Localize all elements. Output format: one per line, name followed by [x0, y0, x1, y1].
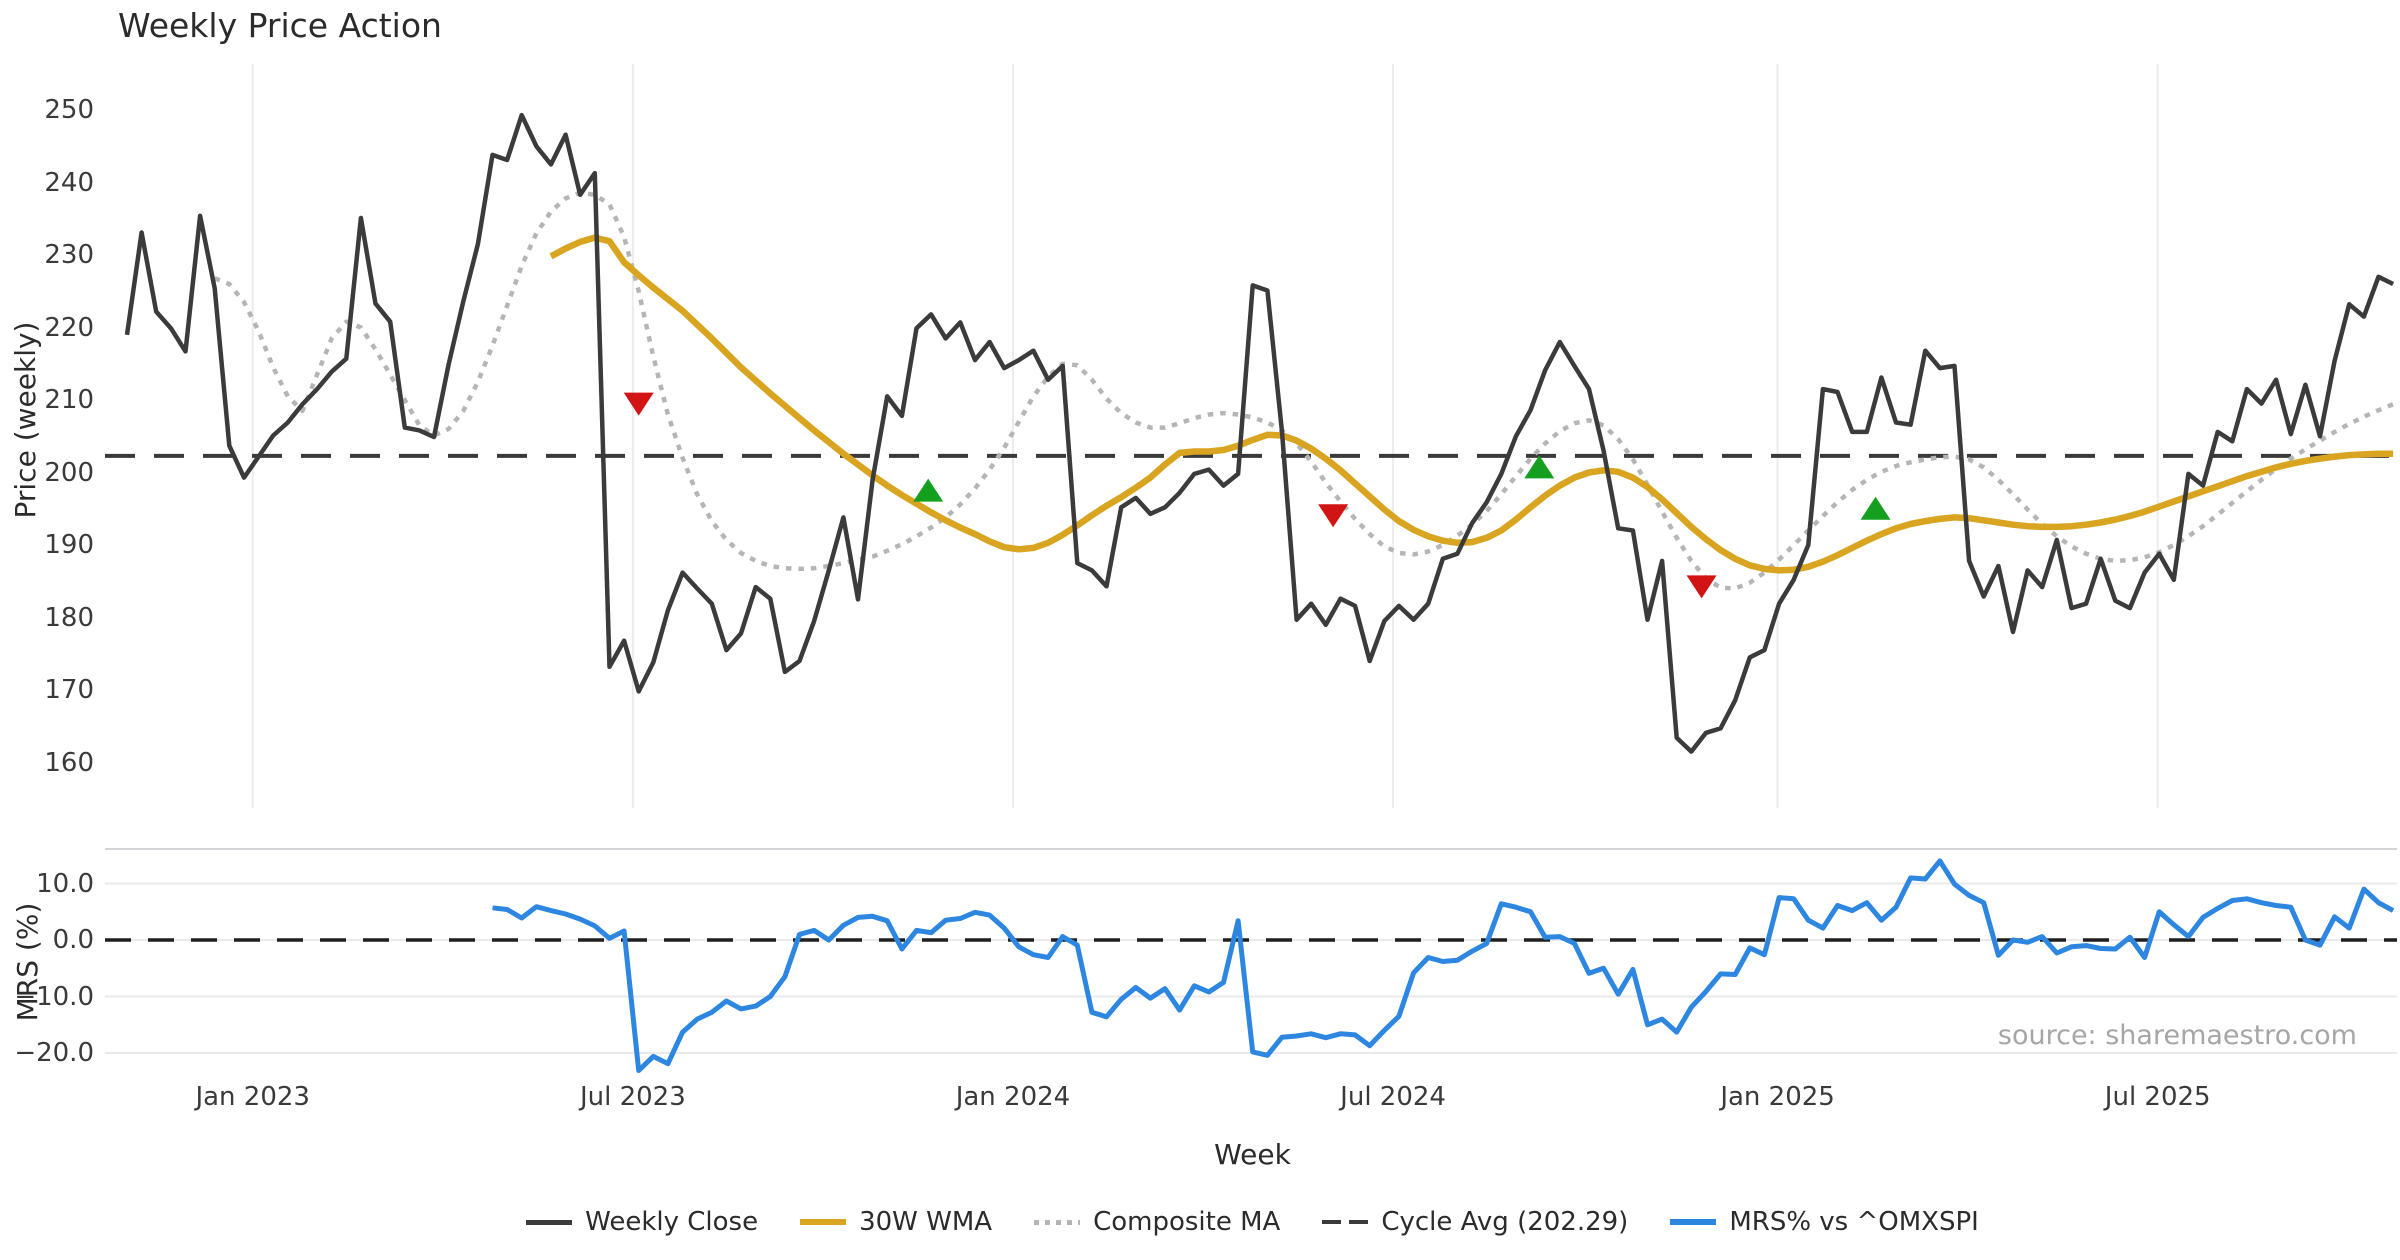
mrs-axis-label: MRS (%): [11, 902, 44, 1022]
price-y-tick-label: 220: [44, 312, 94, 343]
x-axis-label: Week: [1214, 1138, 1291, 1171]
legend-label: Weekly Close: [585, 1207, 759, 1237]
x-tick-label: Jan 2023: [195, 1082, 310, 1112]
price-y-tick-label: 210: [44, 385, 94, 415]
price-y-tick-label: 250: [44, 95, 94, 125]
price-y-tick-label: 200: [44, 457, 94, 488]
wma-line-swatch: [800, 1219, 847, 1225]
legend-label: MRS% vs ^OMXSPI: [1729, 1207, 1979, 1237]
mrs-line: [492, 858, 2395, 1073]
wma-line: [549, 234, 2394, 574]
chart-title: Weekly Price Action: [118, 6, 442, 45]
legend-item-30w-wma: 30W WMA: [800, 1207, 992, 1237]
price-y-tick-label: 190: [44, 530, 94, 560]
mrs-y-tick-label: 10.0: [36, 868, 94, 899]
legend-item-mrs: MRS% vs ^OMXSPI: [1670, 1207, 1979, 1237]
cycle-avg-line-swatch: [1322, 1220, 1369, 1224]
legend-item-composite-ma: Composite MA: [1034, 1207, 1280, 1237]
weekly-close-line-swatch: [526, 1219, 573, 1225]
legend-label: Composite MA: [1093, 1207, 1281, 1237]
price-y-tick-label: 180: [44, 602, 94, 633]
sell-marker: [623, 392, 654, 416]
buy-marker: [913, 478, 944, 502]
legend-label: 30W WMA: [859, 1207, 993, 1237]
buy-marker: [1524, 455, 1555, 479]
x-tick-label: Jul 2023: [579, 1082, 686, 1112]
mrs-y-tick-label: −20.0: [14, 1038, 94, 1068]
buy-marker: [1860, 496, 1891, 520]
price-y-tick-label: 230: [44, 240, 94, 270]
sell-marker: [1318, 504, 1349, 528]
weekly-close-line: [124, 112, 2395, 754]
x-tick-label: Jul 2024: [1340, 1082, 1446, 1112]
legend: Weekly Close 30W WMA Composite MA Cycle …: [105, 1207, 2400, 1237]
composite-ma-line-swatch: [1034, 1219, 1081, 1225]
mrs-y-tick-label: −10.0: [14, 981, 94, 1012]
source-credit: source: sharemaestro.com: [1997, 1020, 2357, 1051]
x-tick-label: Jan 2025: [1720, 1082, 1835, 1112]
price-y-tick-label: 240: [44, 167, 94, 198]
mrs-y-tick-label: 0.0: [52, 925, 94, 955]
legend-label: Cycle Avg (202.29): [1381, 1207, 1629, 1237]
mrs-line-swatch: [1670, 1219, 1717, 1225]
x-tick-label: Jul 2025: [2104, 1082, 2211, 1112]
legend-item-weekly-close: Weekly Close: [526, 1207, 758, 1237]
x-tick-label: Jan 2024: [955, 1082, 1071, 1112]
price-y-tick-label: 170: [44, 675, 94, 705]
price-y-tick-label: 160: [44, 747, 94, 778]
legend-item-cycle-avg: Cycle Avg (202.29): [1322, 1207, 1628, 1237]
sell-marker: [1686, 575, 1717, 599]
